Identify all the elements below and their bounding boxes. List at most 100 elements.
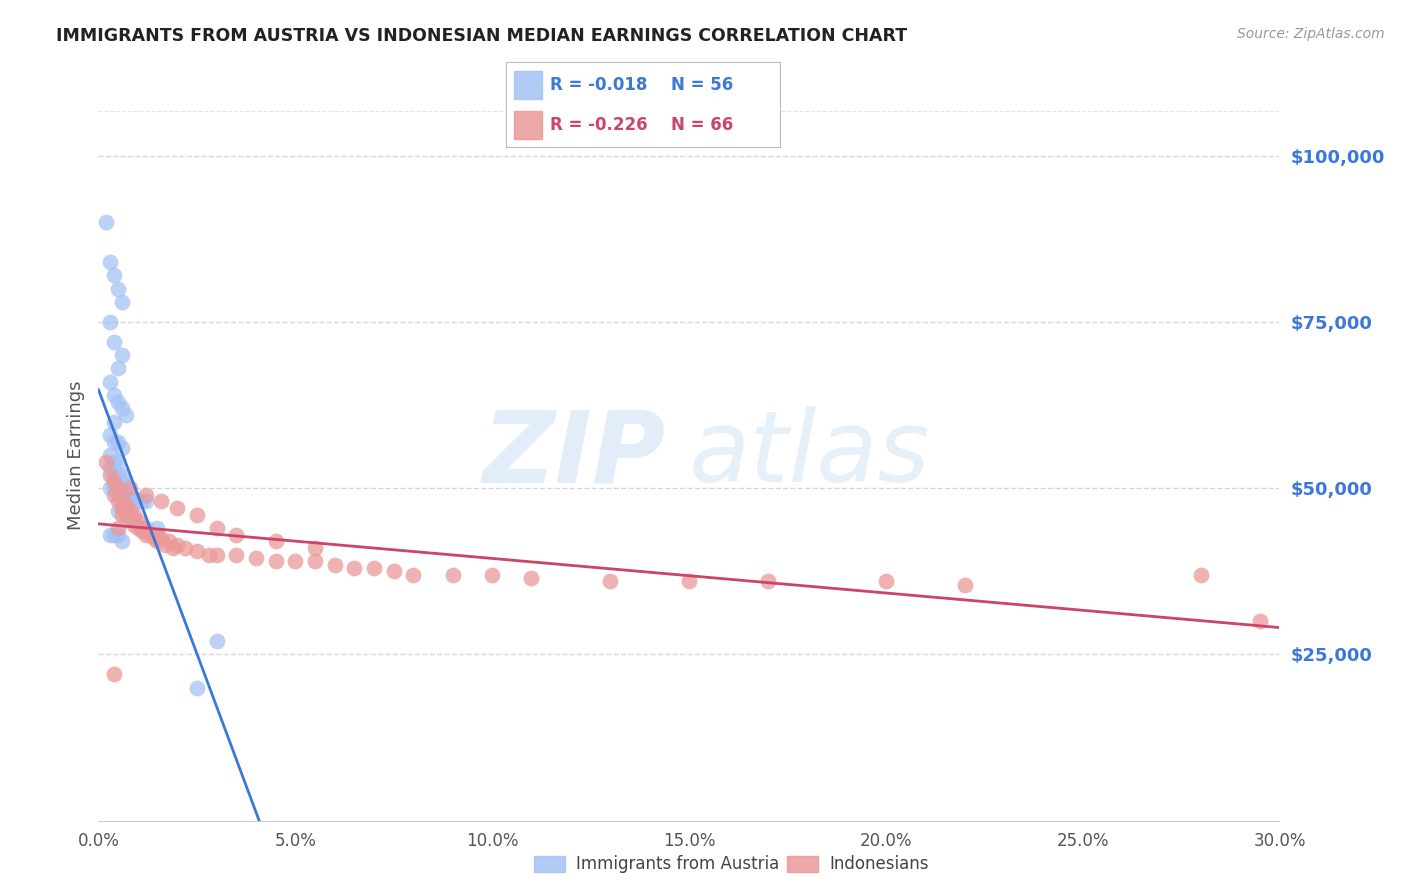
Point [111,475,134,489]
Point [953,577,976,591]
Point [107,434,129,449]
Point [107,521,129,535]
Point [98,315,121,329]
Point [103,334,125,349]
Point [245,551,267,566]
Point [98,428,121,442]
Text: N = 66: N = 66 [671,116,733,134]
Point [1189,567,1212,582]
Point [166,501,188,516]
Point [142,531,165,545]
Point [146,527,169,541]
Point [363,561,385,575]
Point [118,511,141,525]
Point [131,494,153,508]
Point [103,467,125,482]
Point [264,554,287,568]
Point [115,498,138,512]
Point [107,481,129,495]
Point [756,574,779,589]
Point [115,408,138,422]
Point [122,491,145,505]
Point [98,527,121,541]
Point [98,461,121,475]
Point [111,491,134,505]
Text: N = 56: N = 56 [671,76,733,94]
Text: atlas: atlas [689,407,931,503]
Text: Indonesians: Indonesians [830,855,929,873]
Point [107,488,129,502]
Text: R = -0.226: R = -0.226 [550,116,648,134]
Point [98,481,121,495]
Point [103,434,125,449]
Point [122,508,145,522]
Point [875,574,897,589]
Point [599,574,621,589]
Point [323,558,346,572]
Point [284,554,307,568]
Point [118,481,141,495]
Point [107,504,129,518]
Point [304,554,326,568]
Point [111,534,134,549]
Point [107,282,129,296]
Point [115,508,138,522]
Point [205,634,228,648]
Point [122,517,145,532]
Point [103,268,125,283]
Point [103,475,125,489]
Point [107,481,129,495]
Point [103,488,125,502]
Point [115,508,138,522]
Point [127,494,149,508]
Point [107,494,129,508]
Point [98,375,121,389]
Point [115,501,138,516]
Bar [515,71,541,99]
Point [111,508,134,522]
Point [127,521,149,535]
Point [166,538,188,552]
Point [146,521,169,535]
Text: R = -0.018: R = -0.018 [550,76,647,94]
Point [111,442,134,456]
Point [111,501,134,516]
Point [205,548,228,562]
Point [111,484,134,499]
Text: IMMIGRANTS FROM AUSTRIA VS INDONESIAN MEDIAN EARNINGS CORRELATION CHART: IMMIGRANTS FROM AUSTRIA VS INDONESIAN ME… [56,27,907,45]
Point [111,501,134,516]
Point [103,475,125,489]
Point [150,531,173,545]
Point [118,501,141,516]
Point [441,567,464,582]
Point [118,504,141,518]
Point [205,521,228,535]
Point [343,561,366,575]
Point [118,491,141,505]
Point [98,448,121,462]
Point [111,467,134,482]
Point [157,534,180,549]
Point [103,388,125,402]
Text: Source: ZipAtlas.com: Source: ZipAtlas.com [1237,27,1385,41]
Point [225,527,247,541]
Point [135,488,157,502]
Point [131,521,153,535]
Point [111,348,134,362]
Point [135,524,157,539]
Text: ZIP: ZIP [482,407,665,503]
Point [186,508,208,522]
Point [103,415,125,429]
Point [122,515,145,529]
Point [150,494,173,508]
Point [264,534,287,549]
Point [103,454,125,468]
Bar [515,111,541,139]
Point [131,524,153,539]
Point [103,481,125,495]
Point [678,574,700,589]
Point [103,527,125,541]
Point [107,467,129,482]
Point [107,454,129,468]
Point [402,567,425,582]
